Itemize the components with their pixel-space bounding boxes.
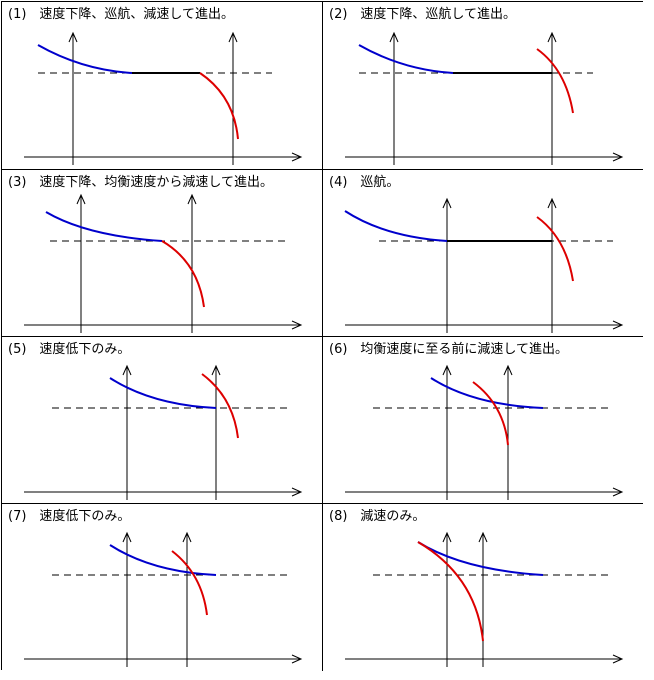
panel-5-label: (5) 速度低下のみ。 [8,342,131,357]
approach-curve [109,544,217,576]
panel-6-label: (6) 均衡速度に至る前に減速して進出。 [329,342,569,357]
panel-4: (4) 巡航。 [323,170,643,337]
time-axis-arrow [291,320,303,330]
approach-curve [45,211,163,242]
panel-6-diagram [345,364,624,500]
approach-curve [109,377,217,409]
panel-2-label: (2) 速度下降、巡航して進出。 [329,7,517,22]
approach-curve [430,377,544,409]
panel-5-diagram [24,364,303,500]
boundary-right-arrow [478,531,488,543]
panel-7-label: (7) 速度低下のみ。 [8,509,131,524]
boundary-left-arrow [122,531,132,543]
approach-curve [37,44,133,74]
panel-grid: (1) 速度下降、巡航、減速して進出。 (2) 速度下降、巡航して進出。 [1,1,643,671]
panel-4-label: (4) 巡航。 [329,175,400,190]
boundary-right-arrow [211,364,221,376]
time-axis-arrow [612,320,624,330]
panel-7: (7) 速度低下のみ。 [2,504,323,671]
decel-curve [417,541,484,642]
panel-3: (3) 速度下降、均衡速度から減速して進出。 [2,170,323,337]
boundary-left-arrow [76,193,86,205]
boundary-left-arrow [389,31,399,43]
decel-curve [199,72,239,140]
approach-curve [358,44,454,74]
panel-1: (1) 速度下降、巡航、減速して進出。 [2,2,323,170]
boundary-left-arrow [442,197,452,209]
time-axis-arrow [291,487,303,497]
panel-2-diagram [345,31,624,165]
time-axis-arrow [612,152,624,162]
time-axis-arrow [612,487,624,497]
panel-8-diagram [345,531,624,667]
decel-curve [161,240,205,308]
boundary-right-arrow [187,193,197,205]
boundary-right-arrow [228,31,238,43]
approach-curve [344,210,448,242]
panel-1-label: (1) 速度下降、巡航、減速して進出。 [8,7,235,22]
time-axis-arrow [291,654,303,664]
boundary-right-arrow [503,364,513,376]
boundary-left-arrow [68,31,78,43]
approach-curve [417,541,544,576]
panel-6: (6) 均衡速度に至る前に減速して進出。 [323,337,643,504]
boundary-left-arrow [442,364,452,376]
panel-7-diagram [24,531,303,667]
panel-3-diagram [24,193,303,333]
boundary-right-arrow [547,31,557,43]
boundary-right-arrow [547,197,557,209]
panel-8-label: (8) 減速のみ。 [329,509,426,524]
time-axis-arrow [612,654,624,664]
panel-8: (8) 減速のみ。 [323,504,643,671]
decel-curve [201,373,239,439]
decel-curve [171,550,208,616]
panel-3-label: (3) 速度下降、均衡速度から減速して進出。 [8,175,274,190]
panel-5: (5) 速度低下のみ。 [2,337,323,504]
decel-curve [536,216,574,282]
time-axis-arrow [291,152,303,162]
decel-curve [472,381,509,446]
boundary-left-arrow [442,531,452,543]
decel-curve [536,48,574,114]
panel-4-diagram [344,197,624,333]
boundary-right-arrow [182,531,192,543]
panel-1-diagram [24,31,303,165]
boundary-left-arrow [122,364,132,376]
panel-2: (2) 速度下降、巡航して進出。 [323,2,643,170]
